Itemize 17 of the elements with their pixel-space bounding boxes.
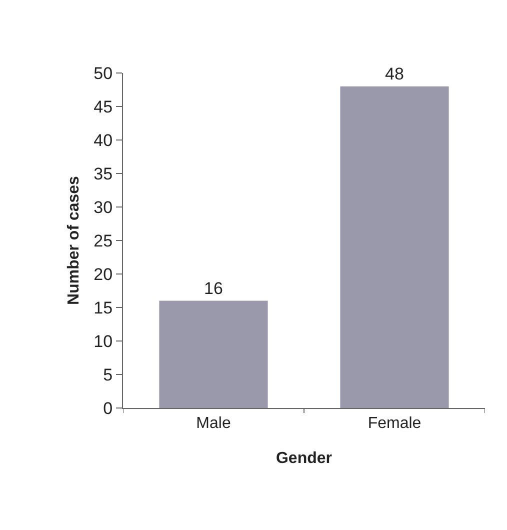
y-tick-label: 15: [94, 298, 113, 318]
data-label: 48: [385, 64, 404, 84]
y-tick-label: 20: [94, 264, 113, 284]
data-label: 16: [204, 278, 223, 298]
y-tick-label: 25: [94, 231, 113, 250]
x-axis-title: Gender: [276, 450, 332, 467]
y-tick-label: 0: [103, 398, 113, 418]
y-tick-label: 35: [94, 164, 113, 184]
x-tick-label: Male: [196, 415, 231, 432]
y-axis-title: Number of cases: [66, 176, 83, 305]
y-tick-label: 45: [94, 97, 113, 116]
y-tick-label: 30: [94, 198, 113, 217]
y-tick-label: 5: [103, 365, 113, 384]
x-tick-label: Female: [368, 415, 422, 432]
y-tick-label: 50: [94, 64, 113, 83]
y-tick-label: 10: [94, 332, 113, 351]
y-tick-label: 40: [94, 130, 113, 150]
